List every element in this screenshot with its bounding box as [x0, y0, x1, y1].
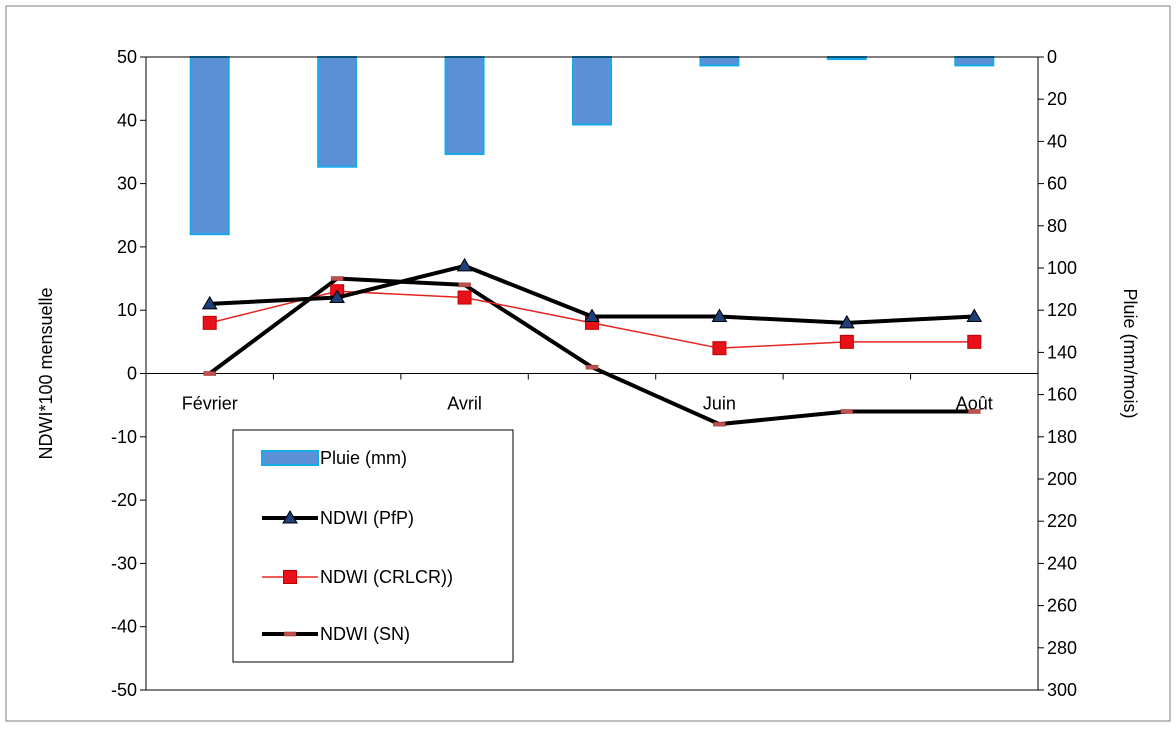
data-point: [584, 308, 600, 323]
y-tick-label: 30: [117, 174, 137, 194]
y-tick-label: 0: [127, 364, 137, 384]
data-point: [458, 282, 471, 288]
y2-tick-label: 280: [1047, 638, 1077, 658]
legend-label: Pluie (mm): [320, 448, 407, 468]
rain-bar: [317, 56, 358, 168]
legend-box: [232, 429, 514, 663]
y-tick-label: -20: [111, 490, 137, 510]
y-tick-label: -40: [111, 617, 137, 637]
y-tick-label: 40: [117, 110, 137, 130]
x-tick-label: Février: [182, 394, 238, 414]
data-point: [966, 308, 983, 323]
x-tick-label: Août: [956, 394, 993, 414]
y2-tick-label: 240: [1047, 553, 1077, 573]
data-point: [457, 290, 472, 305]
data-point: [202, 315, 217, 330]
y-tick-label: -50: [111, 680, 137, 700]
data-point: [585, 364, 599, 370]
y2-tick-label: 180: [1047, 427, 1077, 447]
data-point: [201, 295, 218, 310]
y2-tick-label: 300: [1047, 680, 1077, 700]
y-tick-label: -30: [111, 553, 137, 573]
data-point: [713, 421, 726, 427]
y2-tick-label: 160: [1047, 385, 1077, 405]
data-point: [330, 276, 344, 281]
legend-marker: [283, 570, 297, 584]
lines-layer: [201, 257, 983, 427]
legend-label: NDWI (CRLCR)): [320, 567, 453, 587]
rain-bar: [954, 56, 995, 67]
y2-axis-title: Pluie (mm/mois): [1120, 288, 1140, 418]
legend-marker: [282, 510, 298, 524]
y2-tick-label: 220: [1047, 511, 1077, 531]
data-point: [838, 314, 855, 329]
x-tick-label: Juin: [703, 394, 736, 414]
data-point: [456, 257, 473, 272]
y2-tick-label: 200: [1047, 469, 1077, 489]
data-point: [711, 308, 728, 323]
data-point: [967, 334, 982, 349]
legend-swatch-rain: [261, 450, 319, 466]
y2-tick-label: 140: [1047, 342, 1077, 362]
y-tick-label: 50: [117, 47, 137, 67]
y-tick-label: -10: [111, 427, 137, 447]
y2-tick-label: 100: [1047, 258, 1077, 278]
rain-bar: [699, 56, 740, 67]
legend-label: NDWI (SN): [320, 624, 410, 644]
axes-layer: 50403020100-10-20-30-40-5002040608010012…: [36, 47, 1140, 700]
data-point: [968, 409, 981, 414]
rain-bar: [444, 56, 485, 156]
y2-tick-label: 0: [1047, 47, 1057, 67]
legend: Pluie (mm) NDWI (PfP) NDWI (CRLCR)) NDWI (S…: [232, 429, 514, 663]
y2-tick-label: 80: [1047, 216, 1067, 236]
y2-tick-label: 60: [1047, 174, 1067, 194]
y2-tick-label: 120: [1047, 300, 1077, 320]
legend-marker: [283, 631, 297, 637]
data-point: [203, 371, 216, 376]
y-tick-label: 20: [117, 237, 137, 257]
data-point: [840, 409, 854, 414]
data-point: [329, 289, 346, 304]
x-tick-label: Avril: [447, 394, 482, 414]
y2-tick-label: 20: [1047, 89, 1067, 109]
data-point: [712, 341, 727, 356]
data-point: [839, 334, 854, 349]
y-axis-title: NDWI*100 mensuelle: [36, 287, 56, 459]
y2-tick-label: 260: [1047, 596, 1077, 616]
legend-label: NDWI (PfP): [320, 508, 414, 528]
y-tick-label: 10: [117, 300, 137, 320]
rain-bar: [189, 56, 230, 236]
rain-bar: [572, 56, 612, 126]
y2-tick-label: 40: [1047, 131, 1067, 151]
